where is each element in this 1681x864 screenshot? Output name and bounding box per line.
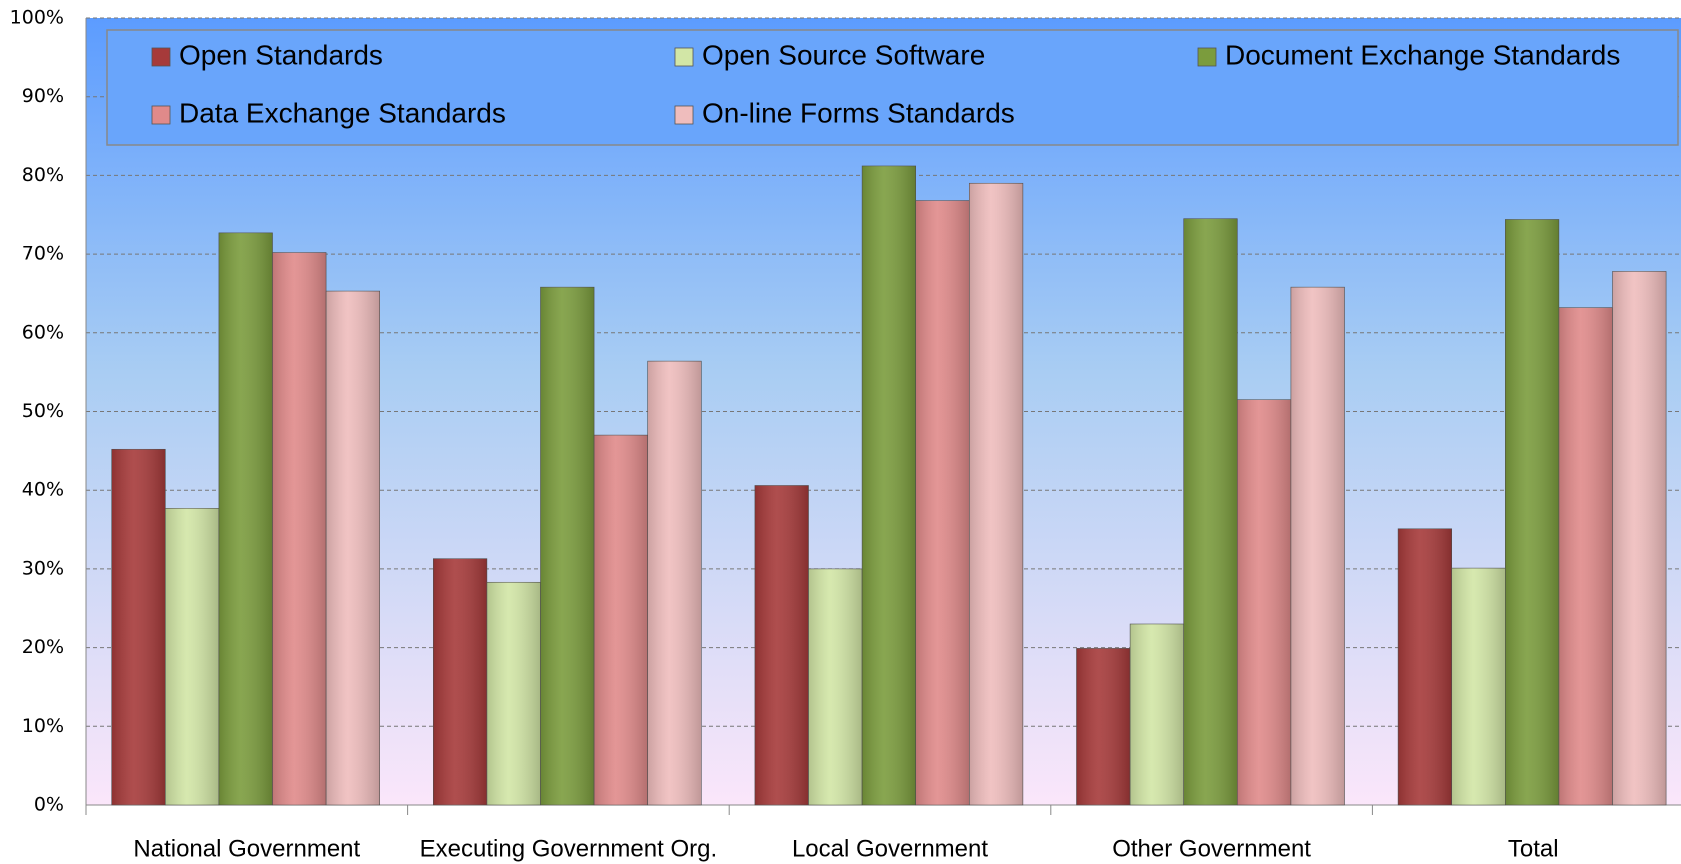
bar-shade bbox=[969, 183, 1023, 805]
y-tick-label: 20% bbox=[22, 636, 64, 658]
x-tick-label: Other Government bbox=[1112, 835, 1311, 862]
y-tick-label: 100% bbox=[10, 7, 64, 29]
bar-shade bbox=[486, 582, 541, 805]
legend-label: Open Standards bbox=[179, 39, 383, 70]
legend-swatch bbox=[1197, 47, 1217, 67]
bar-shade bbox=[1290, 287, 1345, 805]
bar-shade bbox=[1398, 528, 1452, 805]
y-tick-label: 40% bbox=[22, 479, 64, 501]
y-tick-label: 90% bbox=[22, 85, 64, 107]
x-tick-label: Total bbox=[1508, 835, 1559, 862]
bar-shade bbox=[1451, 568, 1506, 805]
y-tick-label: 0% bbox=[34, 794, 64, 816]
legend-label: Document Exchange Standards bbox=[1225, 39, 1620, 70]
bar-shade bbox=[808, 568, 863, 805]
bar-shade bbox=[754, 485, 809, 805]
bar-shade bbox=[540, 287, 595, 805]
bar-shade bbox=[1076, 648, 1131, 805]
x-tick-label: National Government bbox=[133, 835, 360, 862]
bar-shade bbox=[111, 449, 166, 805]
bar-shade bbox=[218, 232, 273, 805]
bar-shade bbox=[915, 200, 970, 806]
bar-shade bbox=[165, 508, 219, 805]
bar-shade bbox=[647, 361, 702, 805]
bar-shade bbox=[1130, 623, 1184, 805]
y-tick-label: 60% bbox=[22, 321, 64, 343]
bar-shade bbox=[594, 435, 648, 805]
y-tick-label: 70% bbox=[22, 243, 64, 265]
legend-swatch bbox=[674, 105, 694, 125]
legend-swatch bbox=[151, 47, 171, 67]
bar-shade bbox=[1237, 399, 1291, 805]
y-tick-label: 80% bbox=[22, 164, 64, 186]
bar-shade bbox=[272, 252, 327, 805]
bar-shade bbox=[1612, 271, 1667, 805]
legend-label: Open Source Software bbox=[702, 39, 985, 70]
legend-label: Data Exchange Standards bbox=[179, 97, 506, 128]
bar-shade bbox=[1505, 219, 1559, 806]
legend-box bbox=[106, 29, 1679, 146]
legend-label: On-line Forms Standards bbox=[702, 97, 1015, 128]
bar-shade bbox=[862, 165, 916, 805]
bar-shade bbox=[1558, 307, 1613, 805]
legend-swatch bbox=[674, 47, 694, 67]
y-tick-label: 50% bbox=[22, 400, 64, 422]
bar-shade bbox=[326, 291, 380, 805]
x-tick-label: Executing Government Org. bbox=[420, 835, 717, 862]
x-tick-label: Local Government bbox=[792, 835, 988, 862]
bar-shade bbox=[1183, 218, 1238, 805]
y-tick-label: 30% bbox=[22, 557, 64, 579]
bar-shade bbox=[433, 558, 487, 805]
y-tick-label: 10% bbox=[22, 715, 64, 737]
legend-swatch bbox=[151, 105, 171, 125]
